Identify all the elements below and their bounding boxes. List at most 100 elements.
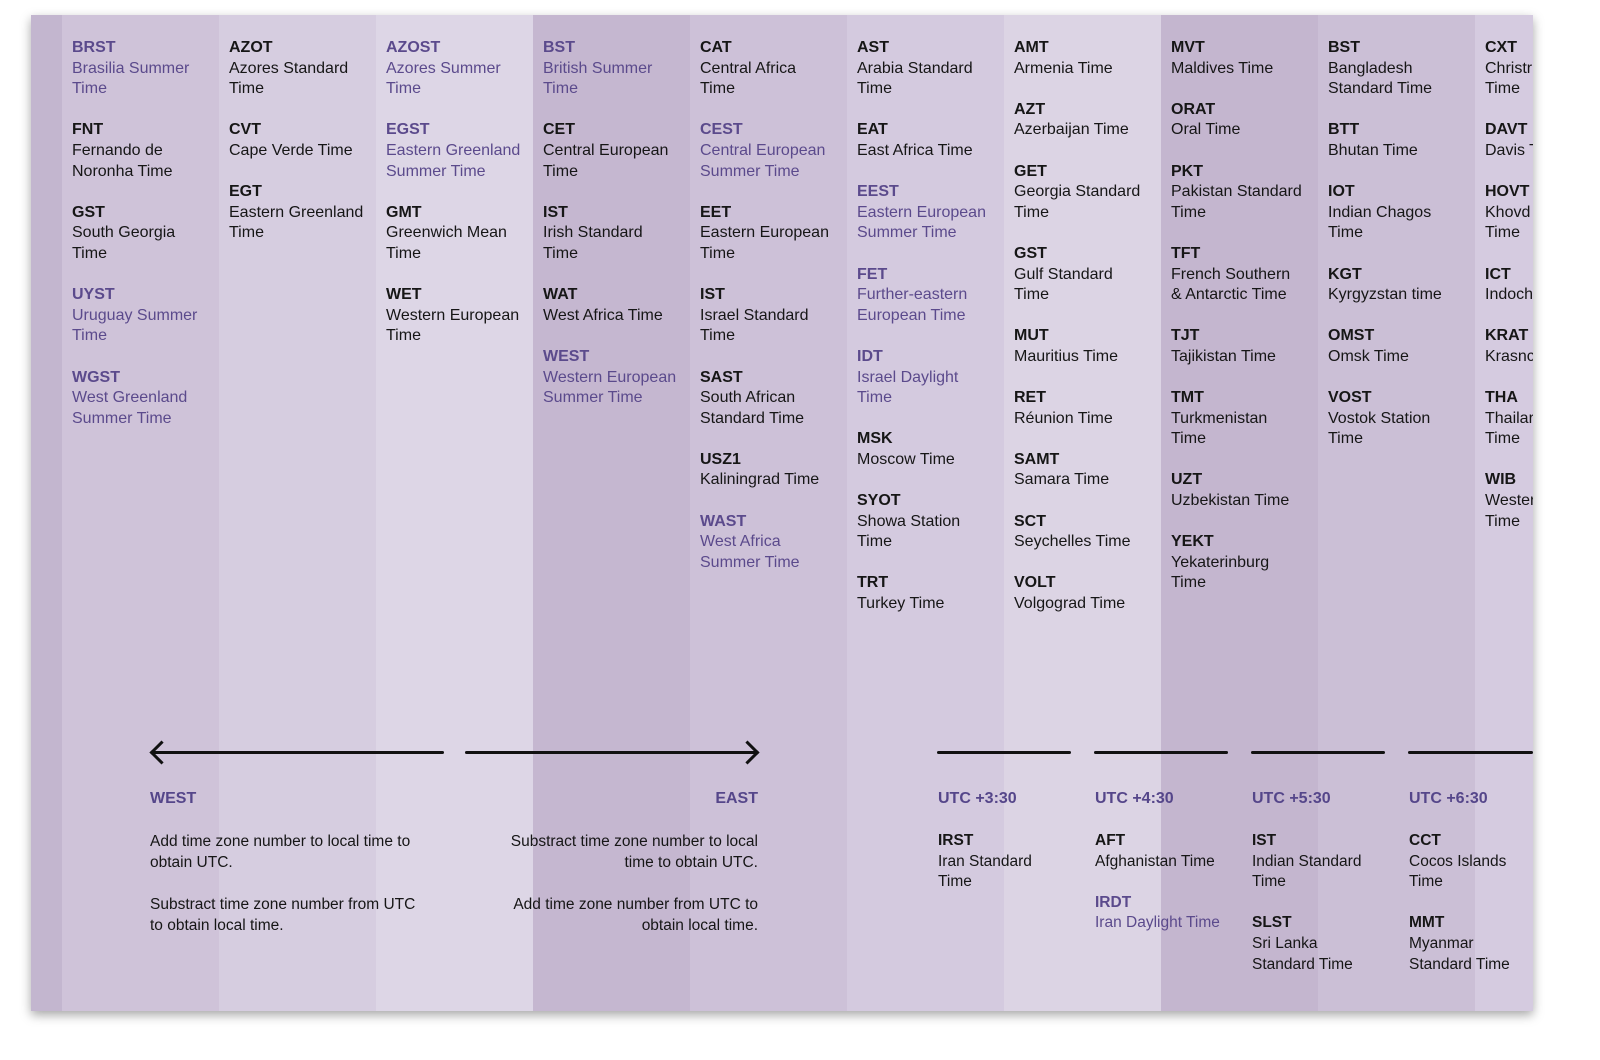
time-zone-column: BST British Summer Time CET Central Europea… (533, 15, 690, 1011)
time-zone-entry: SLST Sri Lanka Standard Time (1252, 913, 1402, 975)
zone-code: YEKT (1171, 533, 1214, 551)
time-zone-entry: BTT Bhutan Time (1328, 120, 1475, 161)
summer-time-zone-entry: FET Further-eastern European Time (857, 265, 1004, 327)
zone-name: Further-eastern European Time (857, 286, 968, 324)
time-zone-column: CXT Christr Time DAVT Davis T HOVT Khovd Time… (1475, 15, 1533, 1011)
zone-name: Turkmenistan Time (1171, 409, 1268, 448)
time-zone-entry: WAT West Africa Time (543, 285, 690, 326)
summer-time-zone-entry: AZOST Azores Summer Time (386, 38, 533, 100)
summer-time-zone-entry: WAST West Africa Summer Time (700, 512, 847, 574)
zone-name: Wester Time (1485, 492, 1533, 530)
utc-offset-label: UTC +4:30 (1095, 790, 1174, 807)
zone-code: WAT (543, 286, 578, 304)
zone-name: Krasnc (1485, 347, 1533, 365)
time-zone-entry: SYOT Showa Station Time (857, 491, 1004, 553)
zone-code: IST (1252, 832, 1277, 849)
zone-code: AZOST (386, 39, 441, 56)
time-zone-column: BST Bangladesh Standard Time BTT Bhutan Tim… (1318, 15, 1475, 1011)
column-entries: AST Arabia Standard Time EAT East Africa Ti… (857, 38, 1004, 635)
zone-name: Réunion Time (1014, 409, 1113, 427)
zone-code: WEST (543, 347, 590, 365)
zone-name: Bangladesh Standard Time (1328, 59, 1433, 98)
summer-time-zone-entry: UYST Uruguay Summer Time (72, 285, 219, 347)
zone-name: West Africa Time (543, 306, 663, 324)
time-zone-entry: KGT Kyrgyzstan time (1328, 265, 1475, 306)
zone-name: Indoch (1485, 286, 1533, 304)
zone-name: Maldives Time (1171, 59, 1274, 77)
column-entries: CAT Central Africa Time CEST Central Europe… (700, 38, 847, 594)
column-entries: MVT Maldives Time ORAT Oral Time PKT Pakistan… (1171, 38, 1318, 615)
time-zone-entry: IST Israel Standard Time (700, 285, 847, 347)
zone-name: Indian Standard Time (1252, 852, 1362, 891)
time-zone-entry: WET Western European Time (386, 285, 533, 347)
time-zone-entry: GMT Greenwich Mean Time (386, 203, 533, 265)
zone-code: SCT (1014, 512, 1046, 530)
summer-time-zone-entry: IRDT Iran Daylight Time (1095, 893, 1245, 934)
time-zone-entry: TRT Turkey Time (857, 573, 1004, 614)
zone-divider-line (1094, 751, 1228, 754)
zone-name: South African Standard Time (700, 389, 805, 427)
zone-code: VOLT (1014, 574, 1056, 592)
zone-name: Omsk Time (1328, 347, 1409, 365)
time-zone-entry: TMT Turkmenistan Time (1171, 388, 1318, 450)
zone-name: Fernando de Noronha Time (72, 141, 173, 180)
time-zone-entry: TFT French Southern & Antarctic Time (1171, 244, 1318, 306)
time-zone-entry: EAT East Africa Time (857, 120, 1004, 161)
zone-code: SAMT (1014, 450, 1060, 468)
time-zone-entry: DAVT Davis T (1485, 120, 1533, 161)
zone-code: GMT (386, 203, 422, 221)
zone-name: Western European Summer Time (543, 368, 677, 407)
zone-name: Tajikistan Time (1171, 347, 1276, 365)
zone-code: MVT (1171, 39, 1205, 56)
zone-name: Western European Time (386, 306, 520, 345)
zone-name: Afghanistan Time (1095, 852, 1215, 870)
time-zone-column: AST Arabia Standard Time EAT East Africa Ti… (847, 15, 1004, 1011)
east-note: Substract time zone number to local time… (510, 833, 758, 934)
zone-code: EGST (386, 121, 430, 139)
time-zone-column: AZOT Azores Standard Time CVT Cape Verde Ti… (219, 15, 376, 1011)
time-zone-entry: CAT Central Africa Time (700, 38, 847, 100)
zone-code: CET (543, 121, 575, 139)
time-zone-entry: IST Indian Standard Time (1252, 831, 1402, 893)
zone-code: EET (700, 203, 732, 221)
time-zone-entry: AFT Afghanistan Time (1095, 831, 1245, 872)
zone-name: Turkey Time (857, 595, 945, 613)
summer-time-zone-entry: EGST Eastern Greenland Summer Time (386, 120, 533, 182)
time-zone-poster: BRST Brasilia Summer Time FNT Fernando de N… (31, 15, 1533, 1011)
time-zone-entry: YEKT Yekaterinburg Time (1171, 532, 1318, 594)
zone-name: Kaliningrad Time (700, 471, 820, 489)
time-zone-entry: GST Gulf Standard Time (1014, 244, 1161, 306)
time-zone-entry: VOST Vostok Station Time (1328, 388, 1475, 450)
time-zone-entry: WIB Wester Time (1485, 470, 1533, 532)
half-hour-zone-entries: IRST Iran Standard Time (938, 831, 1088, 913)
zone-code: THA (1485, 389, 1518, 407)
zone-name: Vostok Station Time (1328, 409, 1431, 448)
zone-name: Davis T (1485, 141, 1533, 159)
column-partial (31, 15, 62, 1011)
time-zone-entry: RET Réunion Time (1014, 388, 1161, 429)
zone-name: Oral Time (1171, 121, 1241, 139)
zone-divider-line (937, 751, 1071, 754)
zone-code: HOVT (1485, 183, 1530, 201)
zone-code: GST (1014, 244, 1047, 262)
zone-name: Armenia Time (1014, 59, 1113, 77)
zone-name: Iran Daylight Time (1095, 914, 1220, 932)
zone-code: CEST (700, 121, 743, 139)
zone-code: AFT (1095, 832, 1126, 849)
zone-code: WET (386, 286, 422, 304)
zone-code: TFT (1171, 244, 1201, 262)
zone-code: ICT (1485, 265, 1511, 283)
zone-code: OMST (1328, 327, 1375, 345)
zone-code: BTT (1328, 121, 1360, 139)
zone-code: ORAT (1171, 100, 1216, 118)
zone-code: KGT (1328, 265, 1362, 283)
zone-name: Eastern European Summer Time (857, 203, 986, 242)
zone-code: MMT (1409, 914, 1445, 932)
zone-name: Indian Chagos Time (1328, 203, 1432, 242)
zone-code: EAT (857, 121, 888, 139)
east-arrow (465, 751, 758, 754)
zone-code: IRST (938, 832, 974, 849)
west-arrow (151, 751, 444, 754)
column-entries: BST Bangladesh Standard Time BTT Bhutan Tim… (1328, 38, 1475, 470)
zone-name: British Summer Time (543, 59, 653, 98)
